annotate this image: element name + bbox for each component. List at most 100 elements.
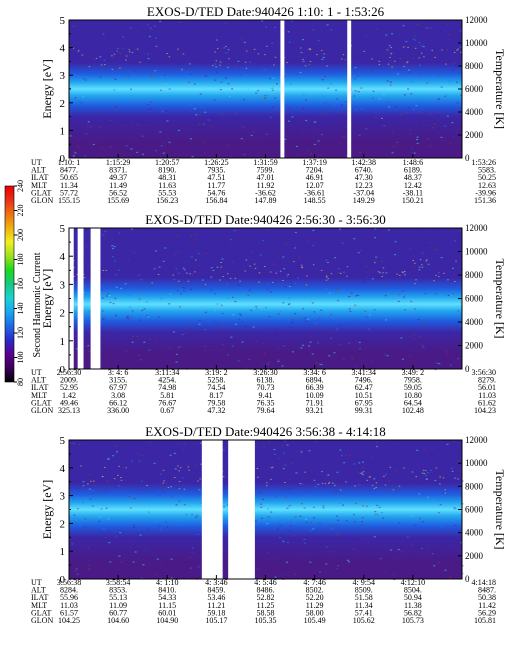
- heatmap-speckle-cell: [433, 565, 436, 567]
- heatmap-speckle-cell: [207, 234, 210, 236]
- heatmap-speckle-cell: [374, 231, 377, 233]
- heatmap-speckle-cell: [384, 354, 387, 356]
- heatmap-speckle-cell: [269, 116, 272, 118]
- y-tick-label: 0: [60, 364, 66, 376]
- heatmap-speckle-cell: [256, 308, 259, 310]
- heatmap-speckle-cell: [408, 71, 411, 73]
- heatmap-speckle-cell: [291, 318, 294, 320]
- heatmap-speckle-cell: [88, 564, 91, 566]
- heatmap-speckle-cell: [294, 248, 297, 250]
- heatmap-speckle-cell: [451, 267, 454, 269]
- heatmap-speckle-cell: [446, 353, 449, 356]
- heatmap-speckle-cell: [312, 29, 315, 31]
- heatmap-speckle-cell: [145, 23, 148, 25]
- heatmap-speckle-cell: [115, 286, 118, 288]
- heatmap-speckle-cell: [316, 132, 319, 134]
- heatmap-speckle-cell: [247, 294, 250, 297]
- heatmap-speckle-cell: [170, 496, 173, 498]
- heatmap-speckle-cell: [129, 507, 132, 509]
- heatmap-speckle-cell: [442, 246, 445, 248]
- heatmap-speckle-cell: [142, 564, 145, 566]
- heatmap-speckle-cell: [111, 245, 114, 247]
- heatmap-speckle-cell: [237, 46, 239, 48]
- heatmap-speckle-cell: [226, 354, 229, 356]
- orbit-value: 11.34: [355, 601, 373, 610]
- heatmap-speckle-cell: [136, 52, 139, 55]
- heatmap-speckle-cell: [167, 50, 170, 52]
- heatmap-speckle-cell: [279, 114, 282, 116]
- heatmap-speckle-cell: [131, 341, 134, 343]
- heatmap-speckle-cell: [273, 448, 276, 451]
- orbit-value: 11.03: [60, 601, 78, 610]
- y-tick-label: 2: [60, 98, 66, 110]
- orbit-row-label: UT: [31, 158, 42, 167]
- heatmap-speckle-cell: [170, 558, 173, 560]
- y2-tick-label: 10000: [465, 458, 488, 468]
- heatmap-hot-dot: [82, 485, 85, 487]
- orbit-value: 52.95: [60, 383, 78, 392]
- heatmap-speckle-cell: [221, 258, 224, 260]
- heatmap-speckle-cell: [436, 342, 439, 344]
- heatmap-speckle-cell: [69, 87, 72, 89]
- heatmap-speckle-cell: [293, 42, 296, 44]
- heatmap-hot-dot: [178, 470, 180, 472]
- heatmap-speckle-cell: [394, 25, 397, 28]
- heatmap-hot-dot: [415, 279, 417, 281]
- heatmap-speckle-cell: [358, 134, 361, 136]
- heatmap-speckle-cell: [358, 341, 361, 343]
- heatmap-speckle-cell: [175, 353, 178, 355]
- heatmap-speckle-cell: [105, 295, 108, 297]
- orbit-value: 70.73: [257, 383, 275, 392]
- heatmap-speckle-cell: [204, 152, 206, 154]
- heatmap-speckle-cell: [277, 255, 280, 257]
- heatmap-speckle-cell: [304, 320, 307, 322]
- orbit-value: 104.23: [474, 406, 496, 415]
- heatmap-speckle-cell: [330, 528, 333, 530]
- heatmap-speckle-cell: [225, 269, 227, 271]
- heatmap-speckle-cell: [382, 517, 385, 519]
- orbit-value: 3:19: 2: [205, 368, 227, 377]
- heatmap-speckle-cell: [405, 112, 408, 114]
- heatmap-speckle-cell: [313, 236, 316, 238]
- heatmap-speckle-cell: [178, 21, 181, 23]
- orbit-value: 12.07: [306, 181, 324, 190]
- heatmap-hot-dot: [151, 282, 153, 284]
- heatmap-speckle-cell: [102, 528, 105, 530]
- heatmap-speckle-cell: [317, 39, 320, 42]
- heatmap-speckle-cell: [263, 69, 266, 71]
- heatmap-speckle-cell: [146, 24, 149, 26]
- heatmap-speckle-cell: [254, 520, 257, 522]
- heatmap-speckle-cell: [197, 566, 200, 568]
- heatmap-speckle-cell: [247, 88, 250, 90]
- heatmap-speckle-cell: [365, 333, 368, 335]
- heatmap-speckle-cell: [170, 577, 173, 579]
- heatmap-hot-dot: [387, 63, 390, 65]
- heatmap-hot-dot: [93, 480, 95, 482]
- heatmap-speckle-cell: [414, 524, 417, 526]
- heatmap-speckle-cell: [406, 571, 409, 574]
- heatmap-speckle-cell: [137, 288, 140, 290]
- heatmap-speckle-cell: [289, 229, 292, 231]
- heatmap-speckle-cell: [84, 355, 87, 357]
- heatmap-speckle-cell: [456, 102, 459, 104]
- heatmap-speckle-cell: [321, 79, 324, 81]
- heatmap-speckle-cell: [138, 298, 141, 300]
- heatmap-speckle-cell: [277, 346, 280, 348]
- y2-tick-label: 4000: [465, 107, 484, 117]
- heatmap-speckle-cell: [341, 147, 344, 149]
- orbit-value: 49.46: [60, 398, 78, 407]
- orbit-value: 7599.: [257, 166, 275, 175]
- heatmap-speckle-cell: [84, 79, 87, 81]
- heatmap-speckle-cell: [277, 557, 280, 559]
- heatmap-speckle-cell: [418, 266, 421, 268]
- heatmap-speckle-cell: [116, 330, 119, 332]
- heatmap-speckle-cell: [197, 561, 200, 563]
- heatmap-speckle-cell: [288, 41, 291, 43]
- heatmap-speckle-cell: [346, 559, 349, 561]
- heatmap-hot-dot: [407, 47, 409, 48]
- y-tick-label: 3: [60, 70, 66, 82]
- heatmap-speckle-cell: [198, 123, 201, 125]
- heatmap-speckle-cell: [252, 20, 255, 22]
- heatmap-speckle-cell: [387, 229, 390, 231]
- heatmap-hot-dot: [256, 468, 259, 469]
